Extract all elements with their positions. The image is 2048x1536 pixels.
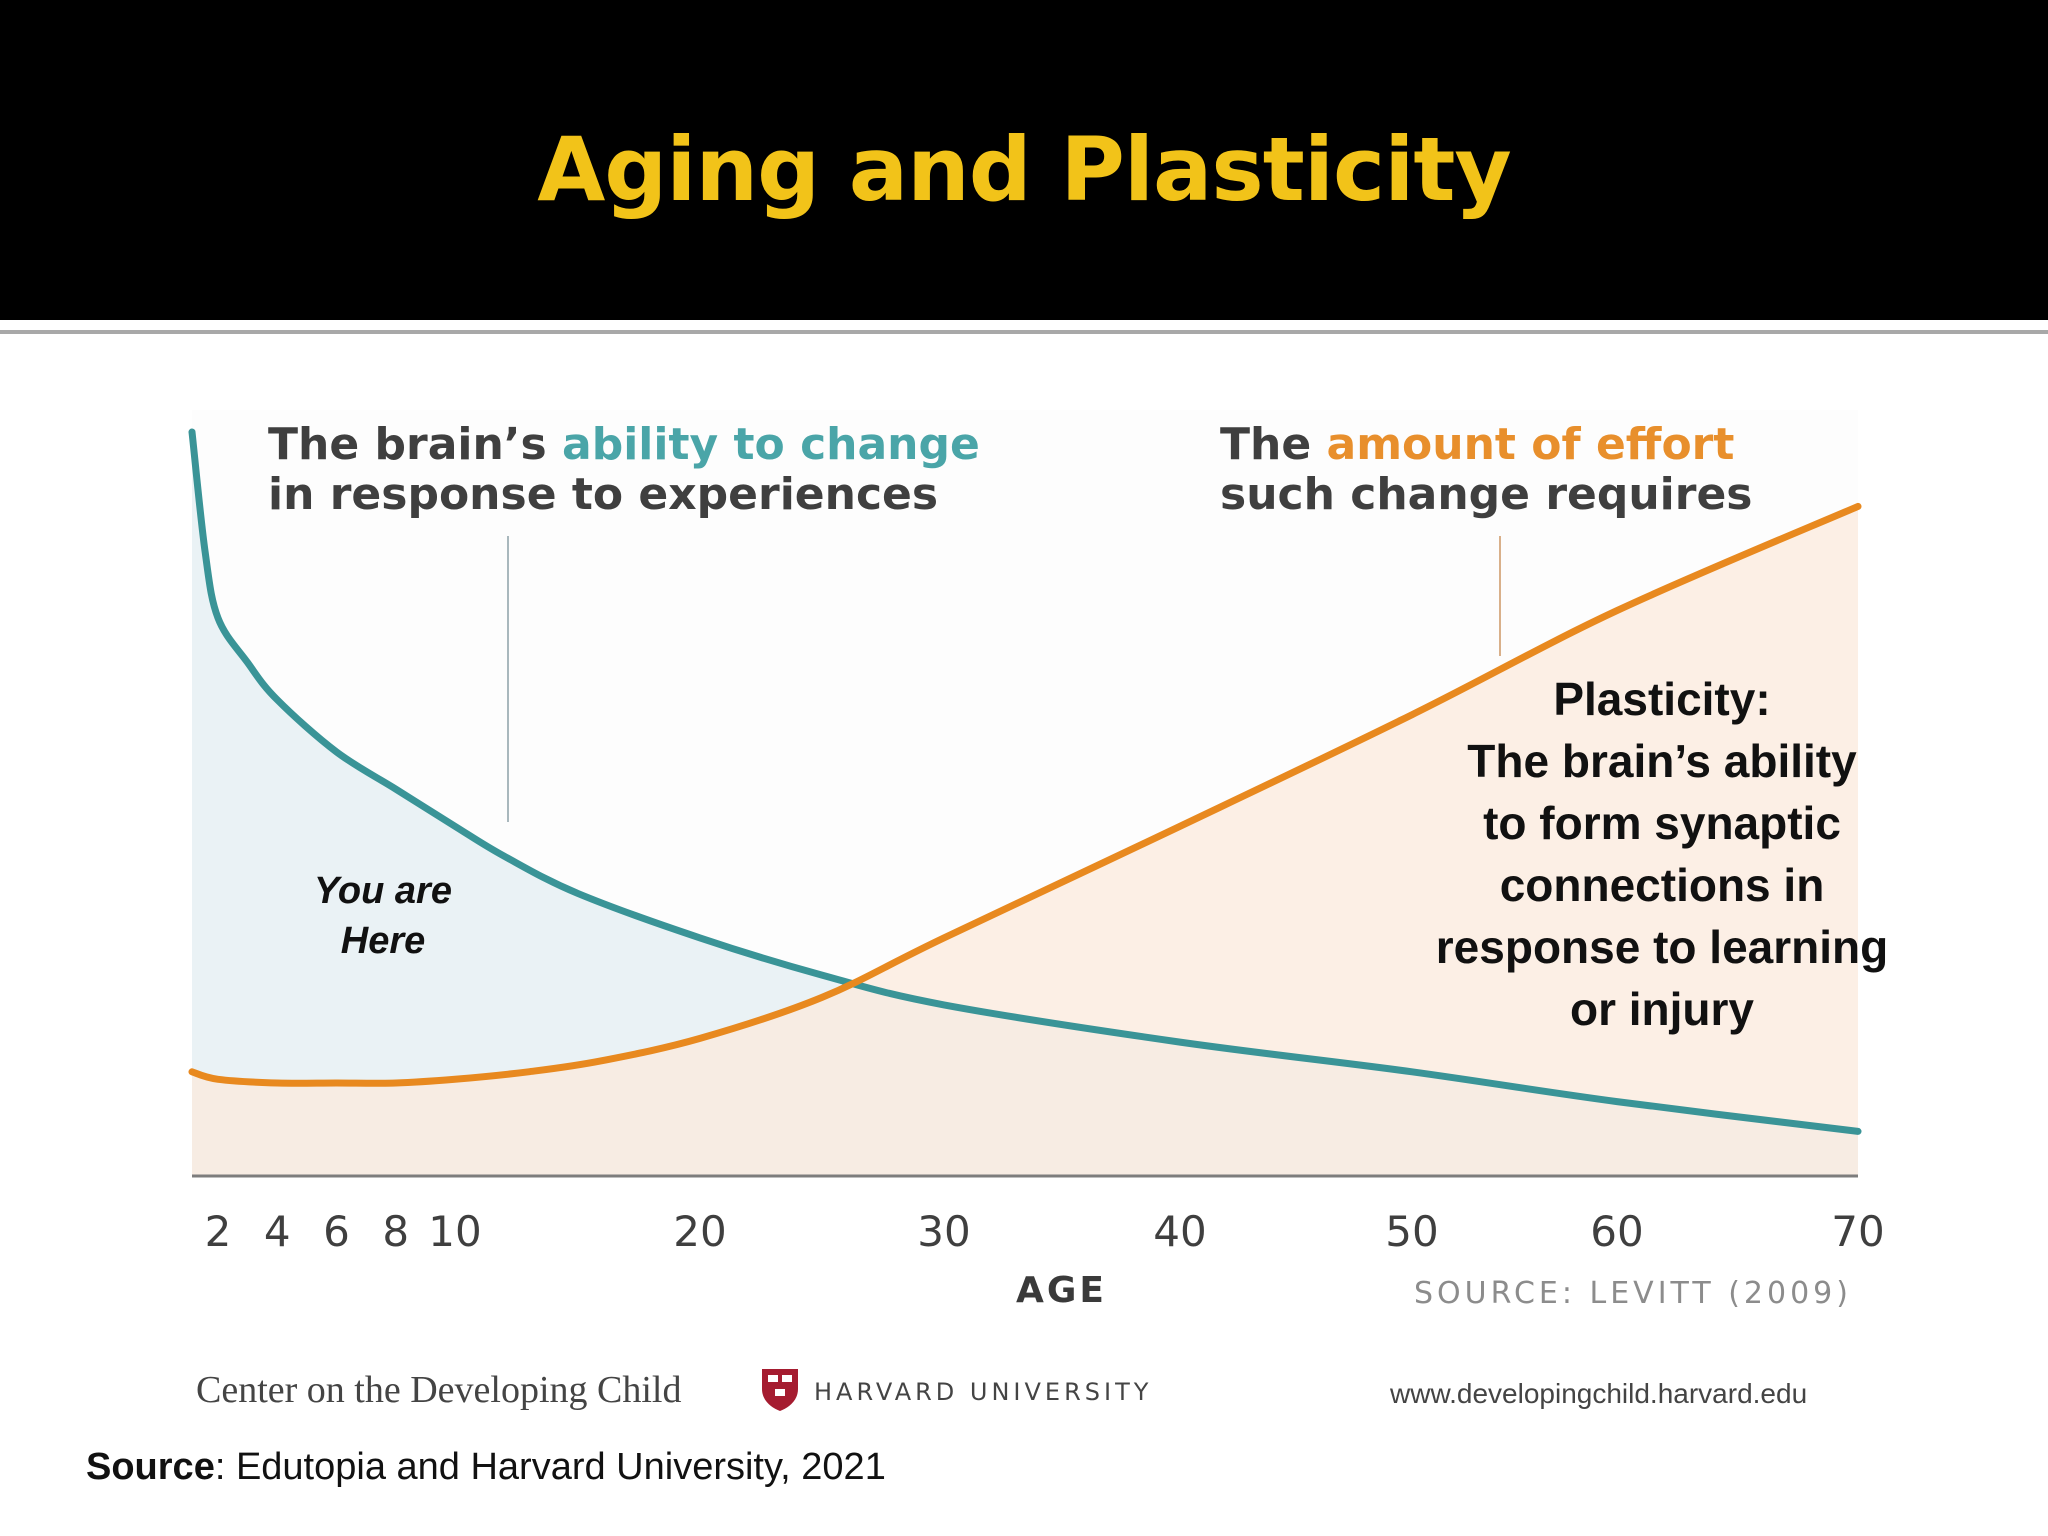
- annotation-ability: The brain’s ability to change in respons…: [268, 420, 980, 520]
- x-tick-label: 30: [917, 1207, 970, 1256]
- center-name: Center on the Developing Child: [196, 1369, 682, 1411]
- chart-source: SOURCE: LEVITT (2009): [1414, 1276, 1852, 1311]
- annotation-effort-line2: such change requires: [1220, 469, 1753, 520]
- here-text: Here: [340, 920, 426, 962]
- x-tick-label: 6: [323, 1207, 350, 1256]
- x-tick-label: 70: [1831, 1207, 1884, 1256]
- slide-title: Aging and Plasticity: [537, 118, 1512, 221]
- header-divider: [0, 330, 2048, 334]
- series-lines: [188, 428, 1862, 1135]
- x-tick-label: 2: [205, 1207, 232, 1256]
- x-tick-label: 50: [1385, 1207, 1438, 1256]
- annotation-ability-line1: The brain’s ability to change: [268, 420, 980, 470]
- slide-source: Source: Edutopia and Harvard University,…: [86, 1446, 886, 1489]
- annotation-ability-highlight: ability to change: [562, 419, 980, 470]
- x-tick-label: 40: [1153, 1207, 1206, 1256]
- series-fills: [192, 432, 1858, 1176]
- annotation-ability-prefix: The brain’s: [268, 419, 563, 470]
- slide-header: [0, 0, 2048, 320]
- annotation-effort-highlight: amount of effort: [1326, 419, 1735, 470]
- slide-source-label: Source: [86, 1446, 215, 1488]
- x-tick-label: 10: [428, 1207, 481, 1256]
- x-tick-label: 4: [264, 1207, 291, 1256]
- series-line-effort-required: [188, 502, 1862, 1087]
- you-are-here-label: You are Here: [290, 866, 476, 966]
- you-are-text: You are: [314, 870, 452, 912]
- annotation-effort-prefix: The: [1220, 419, 1327, 470]
- plasticity-line: or injury: [1569, 983, 1755, 1035]
- plasticity-definition: Plasticity: The brain’s ability to form …: [1400, 668, 1924, 1040]
- series-area-effort-required: [192, 506, 1858, 1176]
- slide-source-text: : Edutopia and Harvard University, 2021: [214, 1446, 886, 1488]
- plasticity-line: to form synaptic: [1483, 797, 1841, 849]
- website-link[interactable]: www.developingchild.harvard.edu: [1390, 1378, 1808, 1409]
- plasticity-line: connections in: [1499, 859, 1825, 911]
- university-name: HARVARD UNIVERSITY: [814, 1378, 1153, 1406]
- series-area-ability-to-change: [192, 432, 1858, 1176]
- x-tick-label: 8: [382, 1207, 409, 1256]
- plasticity-line: Plasticity:: [1553, 673, 1771, 725]
- annotation-effort-line1: The amount of effort: [1220, 420, 1753, 470]
- x-tick-label: 60: [1590, 1207, 1643, 1256]
- harvard-shield-icon: [762, 1369, 798, 1411]
- x-tick-labels: 2 4 6 8 10 20 30 40 50 60 70: [205, 1207, 1885, 1256]
- x-axis-label: AGE: [1016, 1270, 1108, 1311]
- series-line-ability-to-change: [188, 428, 1862, 1135]
- annotation-effort: The amount of effort such change require…: [1220, 420, 1753, 520]
- x-tick-label: 20: [673, 1207, 726, 1256]
- annotation-ability-line2: in response to experiences: [268, 469, 939, 520]
- plasticity-line: response to learning: [1435, 921, 1889, 973]
- plasticity-line: The brain’s ability: [1467, 735, 1857, 787]
